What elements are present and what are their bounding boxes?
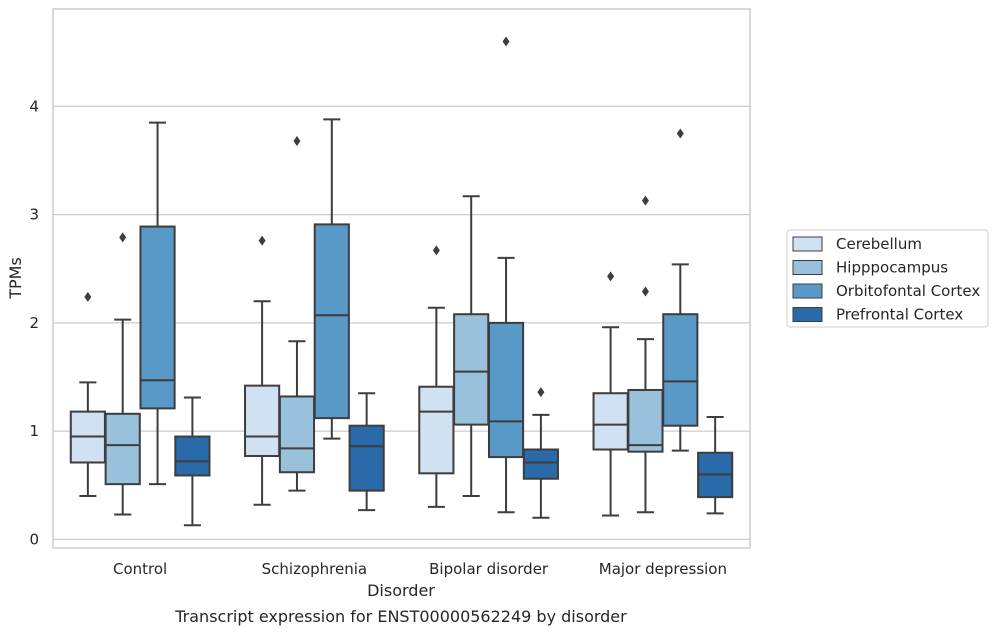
box-group [348, 392, 385, 512]
x-tick-labels: Control Schizophrenia Bipolar disorder Majo… [113, 560, 727, 578]
outlier-point [119, 232, 127, 243]
box-group [418, 245, 455, 508]
box [487, 321, 525, 459]
legend: Cerebellum Hipppocampus Orbitofontal Corte… [786, 229, 989, 328]
x-tick-label: Control [113, 560, 167, 578]
outlier-point [641, 286, 649, 297]
legend-label: Cerebellum [836, 235, 922, 253]
legend-swatch [792, 307, 823, 322]
box [592, 392, 629, 451]
box [418, 385, 455, 475]
outlier-point [293, 136, 301, 147]
x-tick-label: Major depression [599, 560, 727, 578]
legend-swatch [792, 283, 823, 299]
box-group [662, 128, 699, 452]
outlier-point [258, 235, 266, 246]
outlier-point [84, 291, 92, 302]
plot-frame [52, 8, 751, 549]
box-group [139, 121, 176, 486]
box-group [313, 118, 350, 440]
box [104, 412, 141, 486]
box-group [487, 36, 525, 514]
box [348, 424, 385, 492]
y-tick-label: 3 [29, 206, 39, 224]
legend-swatch [792, 260, 823, 275]
box-group [104, 232, 141, 516]
box-group [592, 271, 629, 517]
box-group [522, 387, 559, 519]
box [278, 395, 316, 474]
legend-label: Hipppocampus [836, 259, 948, 277]
outlier-point [676, 128, 684, 139]
legend-frame [786, 229, 989, 328]
y-tick-label: 0 [29, 530, 39, 548]
outlier-point [607, 271, 615, 282]
y-tick-labels: 0 1 2 3 4 [29, 97, 39, 548]
box-group [453, 195, 490, 498]
box [139, 225, 176, 410]
box [522, 448, 559, 480]
box [313, 223, 350, 420]
box-group [69, 291, 106, 498]
outlier-point [641, 195, 649, 206]
y-tick-label: 2 [29, 314, 39, 332]
outlier-point [537, 387, 545, 398]
legend-label: Orbitofontal Cortex [836, 282, 980, 300]
box [627, 388, 664, 453]
x-axis-title: Disorder [367, 581, 435, 600]
chart-caption: Transcript expression for ENST0000056224… [174, 607, 627, 626]
outlier-point [432, 245, 440, 256]
box [174, 435, 211, 477]
box-group [278, 136, 316, 492]
box-group [174, 396, 211, 527]
x-tick-label: Bipolar disorder [429, 560, 549, 578]
x-tick-label: Schizophrenia [262, 560, 367, 578]
legend-swatch [792, 236, 823, 252]
box-group [627, 195, 664, 514]
outlier-point [502, 36, 510, 47]
box [244, 384, 281, 458]
legend-label: Prefrontal Cortex [836, 306, 963, 324]
y-axis-title: TPMs [6, 257, 25, 300]
y-tick-label: 4 [29, 97, 39, 115]
box [662, 313, 699, 427]
box [453, 313, 490, 426]
y-tick-label: 1 [29, 422, 39, 440]
box-groups [69, 36, 734, 527]
box-group [697, 416, 734, 515]
